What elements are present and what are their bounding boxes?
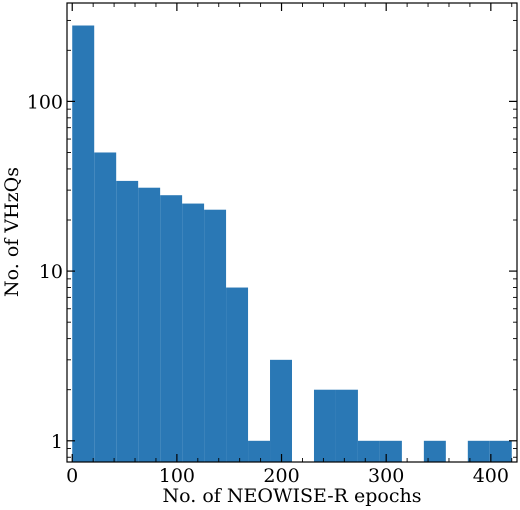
x-tick-label: 300 — [368, 465, 404, 487]
x-axis-label: No. of NEOWISE-R epochs — [163, 485, 422, 507]
plot-frame — [66, 2, 518, 463]
y-tick-label: 1 — [51, 431, 63, 453]
histogram-bar — [467, 440, 490, 462]
bars-group — [72, 25, 512, 463]
y-tick-label: 100 — [27, 91, 63, 113]
histogram-bar — [335, 389, 358, 462]
histogram-bar — [72, 25, 95, 462]
histogram-bar — [313, 389, 336, 462]
x-tick-label: 200 — [263, 465, 299, 487]
y-axis-label: No. of VHzQs — [1, 167, 23, 297]
histogram-bar — [94, 152, 117, 462]
histogram-bar — [204, 209, 227, 462]
histogram-bar — [270, 359, 292, 462]
histogram-bar — [226, 287, 249, 462]
histogram-bar — [182, 203, 205, 462]
histogram-bar — [248, 440, 271, 462]
y-axis-ticks: 1 10 100 — [27, 19, 517, 458]
histogram-bar — [160, 195, 183, 462]
x-tick-label: 400 — [473, 465, 509, 487]
histogram-bar — [489, 440, 512, 462]
histogram-bar — [423, 440, 446, 462]
histogram-bar — [138, 187, 161, 462]
histogram-bar — [116, 180, 139, 463]
x-tick-label: 0 — [66, 465, 78, 487]
x-tick-label: 100 — [159, 465, 195, 487]
x-axis-ticks: 0 100 200 300 400 — [66, 3, 513, 487]
histogram-bar — [379, 440, 402, 462]
y-tick-label: 10 — [39, 261, 63, 283]
histogram-bar — [357, 440, 380, 462]
